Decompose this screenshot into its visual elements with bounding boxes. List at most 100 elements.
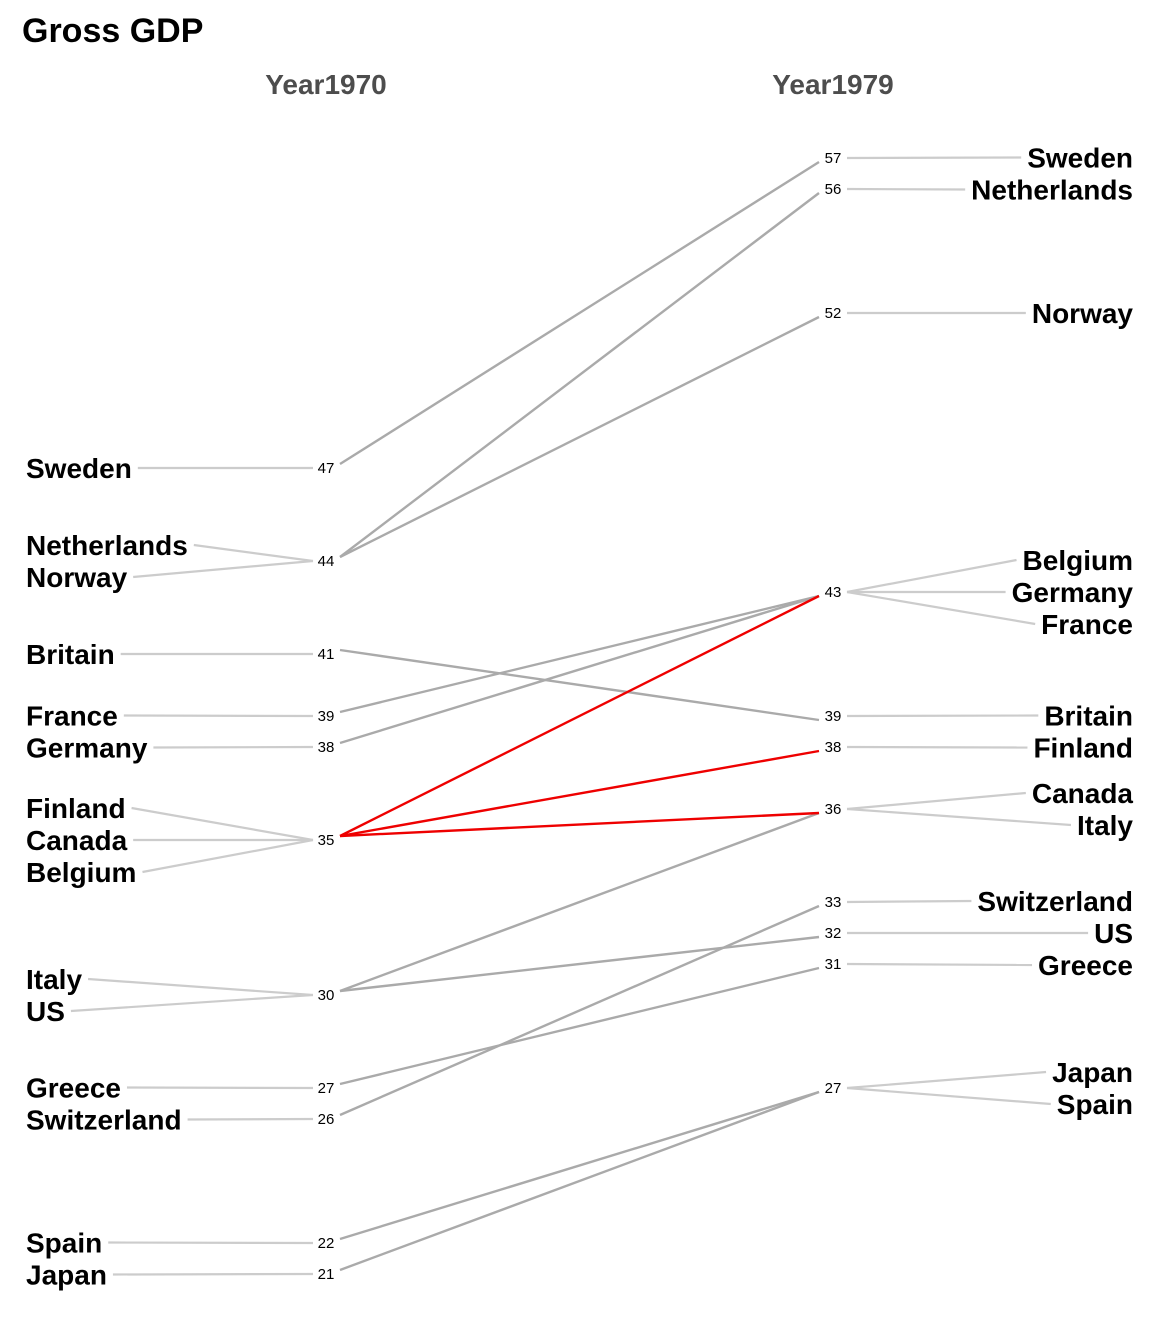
- value-bg-1979-31: [821, 955, 845, 973]
- value-bg-1979-57: [821, 149, 845, 167]
- value-label-1970-26: 26: [318, 1111, 335, 1128]
- value-bg-1970-21: [314, 1265, 338, 1283]
- column-header-1970: Year1970: [265, 69, 386, 100]
- value-bg-1979-27: [821, 1079, 845, 1097]
- connector-right-canada: [846, 791, 1026, 811]
- label-right-norway: Norway: [1032, 298, 1134, 329]
- connector-right-finland: [846, 745, 1028, 749]
- connector-left-japan: [112, 1272, 314, 1276]
- label-left-sweden: Sweden: [26, 453, 132, 484]
- label-left-france: France: [26, 701, 118, 732]
- label-left-germany: Germany: [26, 733, 148, 764]
- label-left-canada: Canada: [26, 825, 128, 856]
- label-right-switzerland: Switzerland: [977, 886, 1133, 917]
- value-label-1979-52: 52: [825, 305, 842, 322]
- slope-line-switzerland: [339, 904, 820, 1117]
- connector-right-italy: [846, 807, 1072, 827]
- value-bg-1979-52: [821, 304, 845, 322]
- country-labels: SwedenNetherlandsNorwayBritainFranceGerm…: [26, 143, 1133, 1291]
- value-label-1979-33: 33: [825, 894, 842, 911]
- connector-left-netherlands: [193, 543, 314, 563]
- connector-right-japan: [846, 1070, 1047, 1090]
- value-label-1979-56: 56: [825, 181, 842, 198]
- slope-line-france: [339, 594, 820, 714]
- connector-right-spain: [846, 1086, 1051, 1106]
- value-label-1979-27: 27: [825, 1080, 842, 1097]
- value-bg-1970-26: [314, 1110, 338, 1128]
- label-right-italy: Italy: [1077, 810, 1133, 841]
- slope-line-netherlands: [339, 192, 820, 558]
- value-label-1979-38: 38: [825, 739, 842, 756]
- value-bg-1979-36: [821, 800, 845, 818]
- slope-line-italy: [339, 811, 820, 993]
- label-right-sweden: Sweden: [1027, 143, 1133, 174]
- value-bg-1979-33: [821, 893, 845, 911]
- label-left-italy: Italy: [26, 964, 82, 995]
- connector-left-france: [123, 714, 314, 718]
- slope-line-britain: [339, 648, 820, 722]
- connector-left-finland: [131, 806, 314, 842]
- value-bg-1970-41: [314, 645, 338, 663]
- value-label-1970-21: 21: [318, 1266, 335, 1283]
- chart-title: Gross GDP: [22, 12, 203, 50]
- value-label-1970-44: 44: [318, 553, 335, 570]
- connector-right-switzerland: [846, 899, 972, 904]
- value-label-1970-22: 22: [318, 1235, 335, 1252]
- value-bg-1979-39: [821, 707, 845, 725]
- value-label-1970-27: 27: [318, 1080, 335, 1097]
- label-left-finland: Finland: [26, 793, 126, 824]
- connector-left-greece: [126, 1086, 314, 1090]
- value-bg-1979-43: [821, 583, 845, 601]
- label-left-netherlands: Netherlands: [26, 530, 188, 561]
- label-left-japan: Japan: [26, 1260, 107, 1291]
- connector-left-germany: [153, 745, 314, 749]
- label-right-germany: Germany: [1012, 577, 1134, 608]
- connector-right-france: [846, 590, 1036, 626]
- value-label-1979-32: 32: [825, 925, 842, 942]
- label-right-spain: Spain: [1057, 1089, 1133, 1120]
- value-label-1970-47: 47: [318, 460, 335, 477]
- value-label-1979-43: 43: [825, 584, 842, 601]
- label-right-france: France: [1041, 609, 1133, 640]
- value-label-1979-36: 36: [825, 801, 842, 818]
- value-bg-1979-38: [821, 738, 845, 756]
- value-label-1970-30: 30: [318, 987, 335, 1004]
- connector-left-switzerland: [187, 1117, 314, 1121]
- slope-line-finland: [339, 749, 820, 838]
- label-right-britain: Britain: [1044, 701, 1133, 732]
- value-bg-1970-44: [314, 552, 338, 570]
- connector-right-greece: [846, 962, 1033, 967]
- label-left-norway: Norway: [26, 562, 128, 593]
- slope-line-germany: [339, 594, 820, 745]
- connector-left-italy: [87, 977, 314, 997]
- slope-line-spain: [339, 1090, 820, 1241]
- connector-left-belgium: [142, 838, 314, 874]
- value-bg-1970-35: [314, 831, 338, 849]
- value-bg-1970-39: [314, 707, 338, 725]
- slope-line-norway: [339, 315, 820, 559]
- slope-lines: [339, 160, 820, 1272]
- value-label-1979-31: 31: [825, 956, 842, 973]
- label-right-netherlands: Netherlands: [971, 175, 1133, 206]
- value-label-1979-39: 39: [825, 708, 842, 725]
- connector-right-belgium: [846, 558, 1017, 594]
- value-bg-1970-27: [314, 1079, 338, 1097]
- connector-right-netherlands: [846, 187, 966, 191]
- label-right-japan: Japan: [1052, 1057, 1133, 1088]
- slope-line-canada: [339, 811, 820, 838]
- value-bg-1979-56: [821, 180, 845, 198]
- value-label-1970-41: 41: [318, 646, 335, 663]
- value-label-1970-35: 35: [318, 832, 335, 849]
- value-bg-1970-30: [314, 986, 338, 1004]
- value-bg-1979-32: [821, 924, 845, 942]
- connector-left-norway: [133, 559, 314, 579]
- slope-line-japan: [339, 1090, 820, 1272]
- label-right-us: US: [1094, 918, 1133, 949]
- connector-right-sweden: [846, 156, 1022, 160]
- slope-line-us: [339, 935, 820, 993]
- column-header-1979: Year1979: [772, 69, 893, 100]
- connector-left-spain: [108, 1241, 314, 1245]
- slope-line-greece: [339, 966, 820, 1086]
- label-left-belgium: Belgium: [26, 857, 136, 888]
